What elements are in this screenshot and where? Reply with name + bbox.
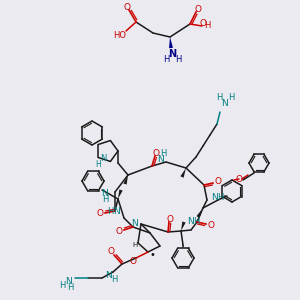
Text: N: N xyxy=(102,190,108,199)
Text: H: H xyxy=(163,55,169,64)
Text: N: N xyxy=(211,193,218,202)
Polygon shape xyxy=(123,175,128,184)
Text: H: H xyxy=(102,196,108,205)
Text: H: H xyxy=(132,242,138,248)
Text: N: N xyxy=(100,154,106,163)
Polygon shape xyxy=(180,168,186,178)
Text: O: O xyxy=(107,247,115,256)
Text: O: O xyxy=(152,148,160,158)
Text: O: O xyxy=(124,2,130,11)
Text: N: N xyxy=(105,271,111,280)
Text: O: O xyxy=(208,221,214,230)
Text: H: H xyxy=(107,208,113,217)
Text: H: H xyxy=(217,194,223,202)
Text: H: H xyxy=(175,55,181,64)
Text: H: H xyxy=(216,92,222,101)
Text: O: O xyxy=(116,227,122,236)
Text: H: H xyxy=(111,275,117,284)
Text: H: H xyxy=(95,160,101,169)
Text: HO: HO xyxy=(113,31,127,40)
Text: N: N xyxy=(222,98,228,107)
Text: O: O xyxy=(167,214,173,224)
Polygon shape xyxy=(169,37,173,48)
Text: N: N xyxy=(157,154,164,164)
Text: O: O xyxy=(236,175,242,184)
Text: H: H xyxy=(193,218,199,226)
Polygon shape xyxy=(118,189,123,199)
Text: H: H xyxy=(59,281,65,290)
Polygon shape xyxy=(181,221,186,231)
Text: N: N xyxy=(132,218,138,227)
Text: •: • xyxy=(149,250,155,260)
Text: O: O xyxy=(214,178,221,187)
Text: N: N xyxy=(168,49,176,59)
Text: N: N xyxy=(112,208,119,217)
Text: H: H xyxy=(67,283,73,292)
Text: O: O xyxy=(194,4,202,14)
Text: O: O xyxy=(200,20,206,28)
Text: O: O xyxy=(97,209,104,218)
Text: H: H xyxy=(160,149,166,158)
Text: O: O xyxy=(130,257,136,266)
Text: N: N xyxy=(187,218,194,226)
Polygon shape xyxy=(196,208,203,218)
Text: H: H xyxy=(228,92,234,101)
Text: N: N xyxy=(66,277,72,286)
Text: H: H xyxy=(204,20,210,29)
